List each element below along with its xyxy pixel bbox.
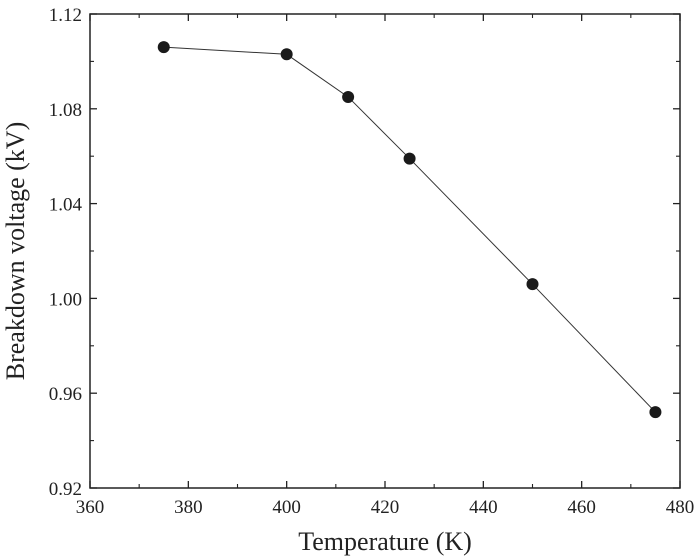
x-tick-label: 360	[76, 497, 105, 518]
x-axis-ticks: 360 380 400 420 440 460 480	[76, 14, 695, 518]
data-point	[157, 41, 170, 54]
y-tick-label: 1.08	[49, 100, 82, 121]
x-tick-label: 460	[567, 497, 596, 518]
series-layer	[157, 41, 662, 419]
x-tick-label: 380	[174, 497, 203, 518]
x-tick-label: 400	[272, 497, 301, 518]
x-tick-label: 440	[469, 497, 498, 518]
series-line	[163, 46, 656, 413]
y-tick-label: 1.00	[49, 289, 82, 310]
y-tick-label: 1.04	[49, 195, 83, 216]
data-point	[342, 90, 355, 103]
x-axis-title: Temperature (K)	[298, 527, 472, 556]
data-point	[649, 406, 662, 419]
y-tick-label: 1.12	[49, 5, 82, 26]
y-axis-ticks: 0.92 0.96 1.00 1.04 1.08 1.12	[49, 5, 680, 500]
x-tick-label: 420	[371, 497, 400, 518]
y-axis-title: Breakdown voltage (kV)	[1, 122, 30, 380]
data-point	[526, 278, 539, 291]
data-point	[403, 152, 416, 165]
y-tick-label: 0.92	[49, 479, 82, 500]
y-tick-label: 0.96	[49, 384, 82, 405]
x-tick-label: 480	[666, 497, 695, 518]
plot-frame	[89, 13, 681, 489]
data-point	[280, 48, 293, 61]
